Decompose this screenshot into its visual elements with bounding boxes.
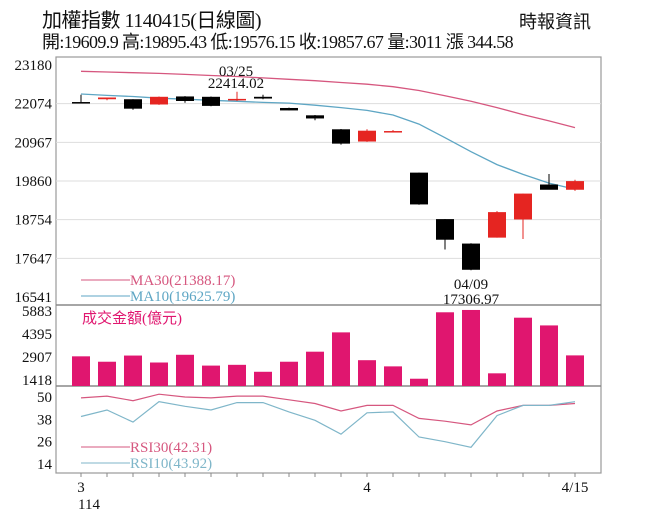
volume-bar — [384, 366, 402, 386]
volume-bar — [358, 360, 376, 386]
volume-bar — [462, 309, 480, 386]
candle-body — [384, 131, 402, 133]
volume-bar — [306, 351, 324, 386]
candlesticks — [72, 91, 584, 271]
candle-body — [228, 98, 246, 101]
price-tick-label: 23180 — [15, 58, 53, 74]
source-label: 時報資訊 — [519, 12, 591, 32]
ohlc-stats: 開:19609.9 高:19895.43 低:19576.15 收:19857.… — [42, 32, 514, 52]
volume-bar — [540, 325, 558, 386]
rsi-tick-label: 14 — [37, 457, 53, 473]
price-tick-label: 20967 — [15, 135, 53, 151]
rsi-tick-label: 38 — [37, 412, 52, 428]
volume-bar — [228, 364, 246, 386]
low-date-label: 04/09 — [454, 277, 488, 293]
rsi10-line — [80, 401, 576, 448]
low-value-label: 17306.97 — [443, 292, 500, 308]
volume-bar — [98, 361, 116, 386]
volume-bar — [566, 355, 584, 386]
candle-body — [462, 243, 480, 270]
ma-lines — [80, 70, 576, 190]
volume-bar — [124, 355, 142, 386]
rsi30-legend-label: RSI30(42.31) — [130, 440, 212, 456]
chart-title: 加權指數 1140415(日線圖) — [42, 10, 262, 32]
price-tick-label: 18754 — [15, 213, 53, 229]
volume-tick-label: 4395 — [22, 327, 52, 343]
plot-border — [55, 56, 602, 474]
ma30-line — [80, 70, 576, 129]
volume-tick-label: 1418 — [22, 373, 52, 389]
candle-body — [150, 96, 168, 105]
high-value-label: 22414.02 — [208, 76, 264, 92]
rsi10-legend-label: RSI10(43.92) — [130, 456, 212, 472]
x-tick-label: 4 — [363, 480, 371, 496]
volume-bar — [332, 332, 350, 386]
candle-body — [514, 193, 532, 220]
volume-bar — [410, 378, 428, 386]
volume-tick-label: 2907 — [22, 350, 53, 366]
candle-body — [280, 107, 298, 111]
volume-bar — [72, 356, 90, 386]
candle-body — [202, 96, 220, 106]
candle-body — [306, 115, 324, 119]
rsi-tick-label: 26 — [37, 435, 53, 451]
volume-tick-label: 5883 — [22, 304, 52, 320]
volume-bar — [436, 312, 454, 386]
volume-bar — [150, 362, 168, 386]
candle-body — [540, 184, 558, 190]
gridlines — [56, 103, 601, 477]
candle-body — [72, 102, 90, 104]
ma10-legend-label: MA10(19625.79) — [130, 289, 235, 305]
volume-bar — [254, 371, 272, 386]
rsi-tick-label: 50 — [37, 390, 52, 406]
chart-frame — [55, 56, 602, 474]
ma30-legend-label: MA30(21388.17) — [130, 273, 235, 289]
rsi30-line — [80, 393, 576, 426]
candle-body — [124, 99, 142, 109]
candle-body — [410, 172, 428, 205]
high-date-label: 03/25 — [219, 64, 253, 80]
x-year-label: 114 — [78, 497, 100, 513]
candle-body — [436, 219, 454, 240]
price-tick-label: 16541 — [15, 290, 53, 306]
candle-body — [332, 129, 350, 144]
rsi-lines — [80, 393, 576, 448]
candle-body — [566, 181, 584, 190]
candle-body — [358, 130, 376, 142]
candle-body — [254, 96, 272, 99]
volume-bar — [202, 365, 220, 386]
volume-bar — [280, 361, 298, 386]
price-tick-label: 19860 — [15, 174, 53, 190]
volume-bars — [72, 309, 584, 386]
volume-bar — [488, 373, 506, 386]
x-tick-label: 4/15 — [562, 480, 589, 496]
x-tick-label: 3 — [77, 480, 85, 496]
volume-bar — [176, 354, 194, 386]
candle-body — [98, 97, 116, 100]
price-tick-label: 22074 — [15, 97, 53, 113]
candle-body — [488, 212, 506, 238]
candle-body — [176, 96, 194, 101]
price-tick-label: 17647 — [15, 251, 53, 267]
volume-title: 成交金額(億元) — [82, 309, 182, 327]
volume-bar — [514, 317, 532, 386]
